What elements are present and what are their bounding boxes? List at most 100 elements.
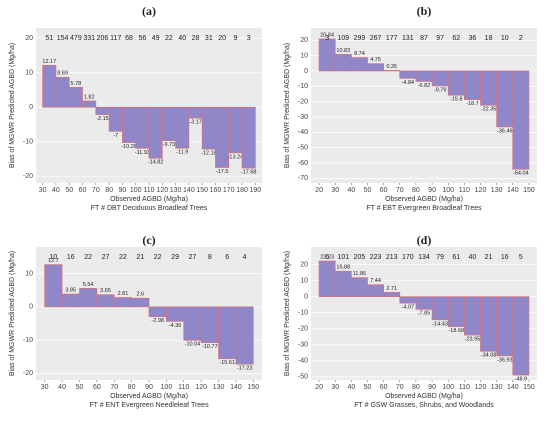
value-label: -14.43 — [432, 321, 448, 327]
value-label: -64.04 — [513, 171, 529, 177]
value-label: 7.44 — [370, 278, 381, 284]
value-label: -23.95 — [465, 337, 481, 343]
count-label: 331 — [83, 35, 95, 42]
y-axis-label: Bias of MGWR Predicted AGBD (Mg/ha) — [284, 43, 291, 168]
bar — [82, 100, 97, 108]
y-tick-label: 10 — [300, 52, 308, 59]
x-tick-label: 20 — [315, 187, 323, 194]
value-label: 11.86 — [353, 271, 366, 277]
value-label: -14.82 — [148, 160, 164, 166]
value-label: 5.78 — [71, 81, 82, 87]
value-label: -22.35 — [481, 107, 497, 113]
bar — [318, 260, 336, 298]
x-tick-label: 150 — [523, 187, 535, 194]
x-tick-label: 50 — [364, 187, 372, 194]
value-label: 5.54 — [83, 282, 94, 288]
x-tick-label: 60 — [79, 187, 87, 194]
value-label: -11.93 — [135, 150, 150, 156]
bar — [367, 63, 384, 72]
bar — [188, 106, 203, 119]
y-axis-label: Bias of MGWR Predicted AGBD (Mg/ha) — [284, 251, 291, 376]
bar — [334, 270, 352, 298]
y-axis-label: Bias of MGWR Predicted AGBD (Mg/ha) — [9, 43, 16, 168]
bar — [228, 106, 243, 154]
x-tick-label: 120 — [156, 187, 168, 194]
count-label: 56 — [138, 35, 146, 42]
bar — [113, 297, 132, 308]
count-label: 28 — [192, 35, 200, 42]
panel-title: (a) — [142, 4, 156, 18]
y-tick-label: -30 — [298, 114, 308, 121]
x-tick-label: 140 — [183, 187, 195, 194]
y-tick-label: -50 — [298, 374, 308, 381]
value-label: -12.18 — [201, 151, 217, 157]
y-tick-label: 0 — [29, 304, 33, 311]
count-label: 8 — [208, 254, 212, 261]
y-tick-label: -10 — [298, 83, 308, 90]
x-tick-label: 190 — [250, 187, 262, 194]
bar — [334, 53, 352, 72]
count-label: 36 — [469, 35, 477, 42]
y-tick-label: -10 — [298, 310, 308, 317]
count-label: 5 — [519, 254, 523, 261]
bar — [399, 296, 417, 304]
x-tick-label: 120 — [475, 384, 487, 391]
value-label: -34.08 — [481, 353, 497, 359]
x-tick-label: 100 — [442, 384, 454, 391]
subtitle: FT # ENT Evergreen Needleleaf Trees — [89, 402, 209, 409]
count-label: 61 — [452, 254, 460, 261]
y-tick-label: -20 — [298, 99, 308, 106]
value-label: -9.73 — [163, 142, 176, 148]
value-label: -11.9 — [176, 150, 188, 156]
bar — [351, 277, 368, 298]
x-tick-label: 110 — [178, 384, 189, 391]
value-label: -18.7 — [466, 101, 479, 107]
y-tick-label: 0 — [29, 104, 33, 111]
bar — [79, 288, 98, 308]
x-tick-label: 170 — [223, 187, 235, 194]
count-label: 9 — [233, 35, 237, 42]
value-label: 10.83 — [336, 48, 350, 54]
bar — [148, 306, 167, 318]
value-label: -48.9 — [515, 376, 528, 382]
bar — [122, 106, 137, 143]
value-label: -18.68 — [448, 328, 464, 334]
count-label: 29 — [171, 254, 179, 261]
count-label: 22 — [119, 254, 127, 261]
x-tick-label: 30 — [41, 384, 49, 391]
bar — [464, 296, 481, 336]
bar — [235, 306, 254, 365]
value-label: -17.68 — [241, 170, 257, 176]
value-label: 8.69 — [57, 71, 68, 77]
x-tick-label: 50 — [76, 384, 84, 391]
count-label: 10 — [49, 254, 57, 261]
bar — [42, 64, 57, 108]
count-label: 117 — [110, 35, 121, 42]
count-label: 6 — [225, 254, 229, 261]
bar — [241, 106, 256, 169]
value-label: -7 — [113, 133, 118, 139]
panel-title: (d) — [417, 233, 432, 247]
x-axis-label: Observed AGBD (Mg/ha) — [385, 393, 463, 400]
x-axis-label: Observed AGBD (Mg/ha) — [110, 196, 188, 203]
value-label: -4.07 — [402, 305, 415, 311]
count-label: 51 — [45, 35, 53, 42]
bar — [496, 70, 514, 128]
count-label: 40 — [178, 35, 186, 42]
x-tick-label: 60 — [380, 384, 388, 391]
x-tick-label: 60 — [93, 384, 101, 391]
value-label: 12.7 — [48, 258, 59, 264]
y-tick-label: -50 — [298, 145, 308, 152]
bar — [218, 306, 237, 360]
bar — [166, 306, 185, 322]
x-tick-label: 40 — [52, 187, 60, 194]
count-label: 62 — [452, 35, 460, 42]
value-label: -36.46 — [497, 128, 513, 134]
count-label: 16 — [501, 254, 509, 261]
y-tick-label: 0 — [304, 294, 308, 301]
y-tick-label: -10 — [23, 139, 33, 146]
x-tick-label: 90 — [428, 384, 436, 391]
value-label: 8.74 — [354, 51, 365, 57]
value-label: -6.82 — [418, 83, 431, 89]
bar — [318, 38, 336, 72]
